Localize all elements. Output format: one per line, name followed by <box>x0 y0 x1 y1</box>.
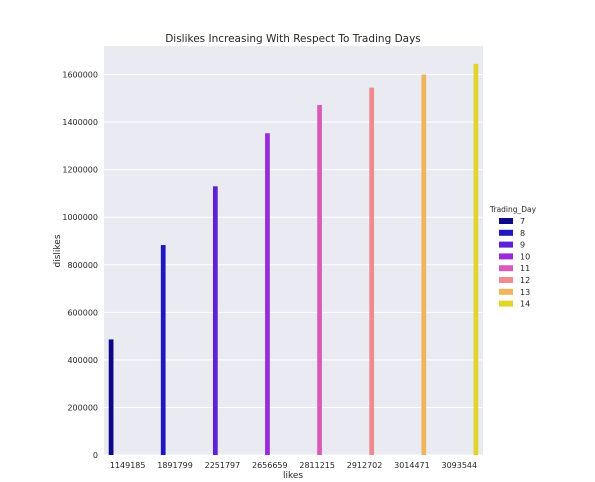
legend-label-12: 12 <box>520 276 530 285</box>
legend-swatch-7 <box>499 218 513 224</box>
chart-title: Dislikes Increasing With Respect To Trad… <box>165 33 421 45</box>
grid-lines <box>104 74 483 456</box>
x-tick-label: 2656659 <box>252 461 288 470</box>
legend-swatch-11 <box>499 265 513 272</box>
legend: Trading_Day 7 8 9 10 11 12 13 14 <box>489 205 537 309</box>
legend-swatch-8 <box>499 229 513 236</box>
x-tick-label: 1149185 <box>110 461 146 470</box>
legend-label-8: 8 <box>520 229 525 238</box>
bar-7 <box>108 339 114 455</box>
y-tick-label: 0 <box>93 451 98 460</box>
bars <box>108 63 479 456</box>
legend-label-7: 7 <box>520 217 525 226</box>
legend-label-10: 10 <box>520 252 530 261</box>
bar-12 <box>369 87 375 455</box>
legend-swatch-13 <box>499 288 513 295</box>
y-tick-label: 800000 <box>67 261 98 270</box>
x-tick-label: 3014471 <box>394 461 430 470</box>
legend-title: Trading_Day <box>489 205 537 214</box>
y-tick-label: 1600000 <box>62 71 98 80</box>
legend-swatch-14 <box>499 300 513 307</box>
x-tick-label: 2811215 <box>299 461 335 470</box>
legend-swatch-12 <box>499 277 513 283</box>
legend-label-13: 13 <box>520 288 530 297</box>
plot-background <box>104 46 483 455</box>
bar-14 <box>473 63 479 456</box>
legend-swatch-9 <box>499 241 513 248</box>
y-tick-label: 1200000 <box>62 166 98 175</box>
legend-swatch-10 <box>499 253 513 260</box>
x-tick-labels: 1149185 1891799 2251797 2656659 2811215 29127… <box>110 461 477 470</box>
bar-8 <box>160 245 166 455</box>
x-tick-label: 2912702 <box>347 461 383 470</box>
bar-9 <box>212 186 218 455</box>
y-tick-label: 600000 <box>67 308 98 317</box>
y-axis-label: dislikes <box>53 234 63 267</box>
bar-10 <box>265 133 270 456</box>
y-tick-label: 400000 <box>67 356 98 365</box>
x-tick-label: 1891799 <box>157 461 193 470</box>
legend-label-9: 9 <box>520 241 525 250</box>
legend-label-11: 11 <box>520 264 530 273</box>
bar-13 <box>421 74 427 455</box>
x-tick-label: 2251797 <box>205 461 241 470</box>
x-tick-label: 3093544 <box>441 461 477 470</box>
bar-11 <box>317 104 322 455</box>
y-tick-label: 1000000 <box>62 213 98 222</box>
y-tick-label: 200000 <box>67 403 98 412</box>
y-tick-label: 1400000 <box>62 118 98 127</box>
y-tick-labels: 0 200000 400000 600000 800000 1000000 1200000 1… <box>62 71 98 460</box>
x-axis-label: likes <box>283 471 303 481</box>
legend-label-14: 14 <box>520 300 530 309</box>
